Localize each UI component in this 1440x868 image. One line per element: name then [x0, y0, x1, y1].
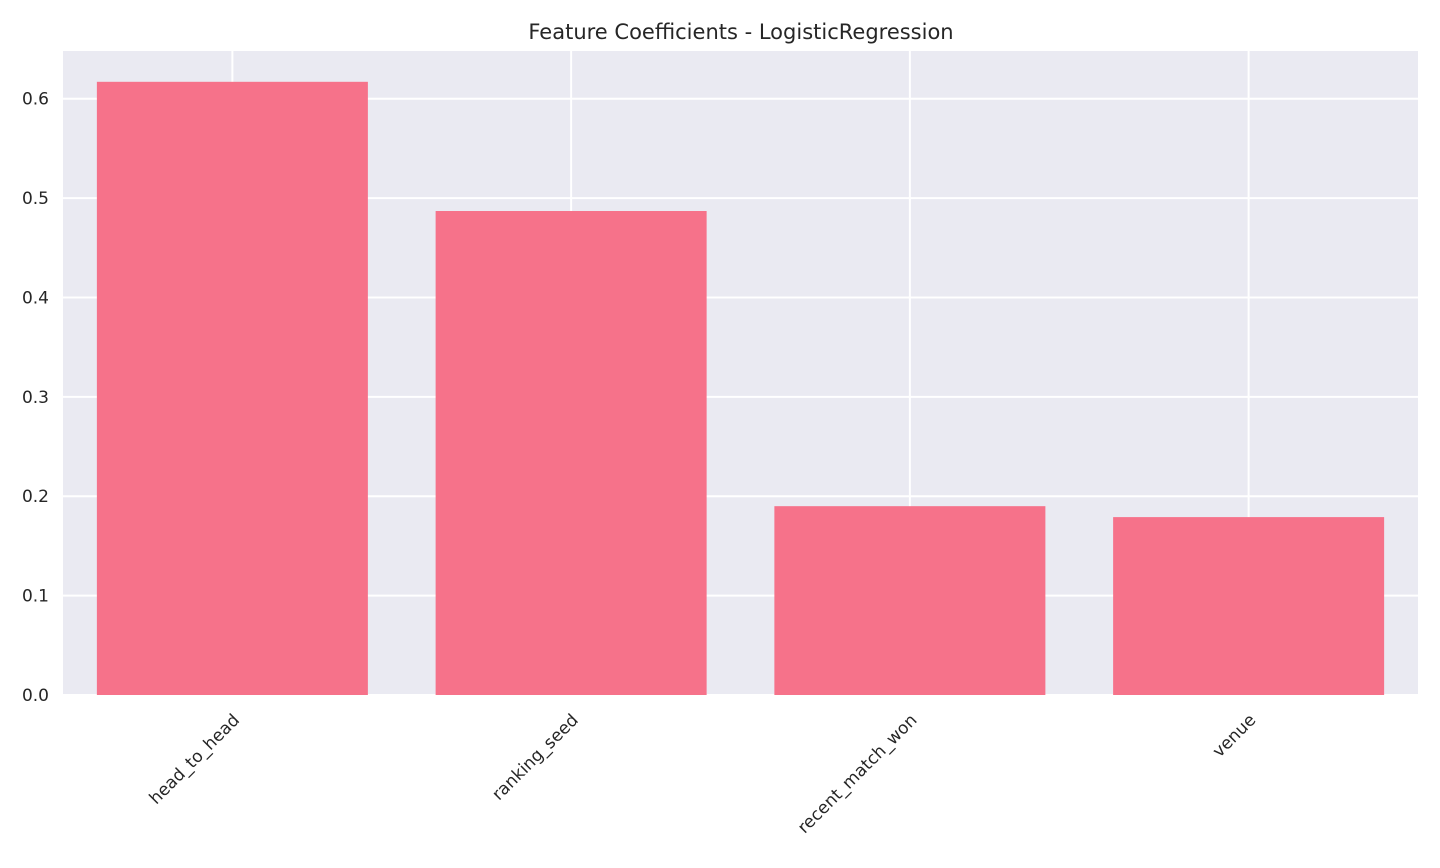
x-axis-ticks: head_to_head ranking_seed recent_match_won… [146, 710, 1261, 837]
x-tick-label: ranking_seed [488, 710, 582, 804]
bars [96, 81, 1385, 696]
y-tick-label: 0.5 [22, 189, 49, 209]
y-tick-label: 0.6 [22, 90, 49, 110]
x-tick-label: head_to_head [146, 710, 244, 808]
y-tick-label: 0.2 [22, 487, 49, 507]
y-tick-label: 0.3 [22, 388, 49, 408]
bar-recent-match-won [774, 506, 1046, 695]
bar-ranking-seed [435, 211, 707, 696]
y-tick-label: 0.0 [22, 686, 49, 706]
x-tick-label: venue [1209, 710, 1260, 761]
chart-title: Feature Coefficients - LogisticRegressio… [528, 20, 953, 44]
bar-head-to-head [96, 81, 368, 695]
x-tick-label: recent_match_won [794, 710, 921, 837]
y-axis-ticks: 0.0 0.1 0.2 0.3 0.4 0.5 0.6 [22, 90, 49, 706]
y-tick-label: 0.4 [22, 288, 49, 308]
y-tick-label: 0.1 [22, 587, 49, 607]
bar-venue [1113, 517, 1385, 695]
